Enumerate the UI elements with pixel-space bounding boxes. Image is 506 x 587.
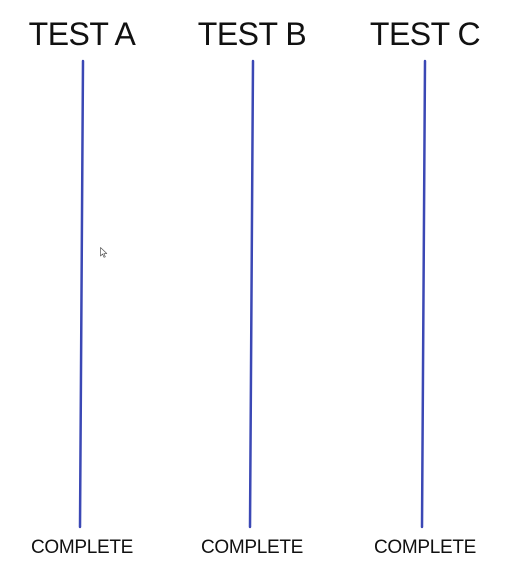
test-a-timeline-line <box>78 59 85 529</box>
test-b-column: TEST B COMPLETE <box>172 0 332 587</box>
test-c-complete-label: COMPLETE <box>373 537 477 558</box>
test-b-title: TEST B <box>197 16 307 52</box>
test-a-column: TEST A COMPLETE <box>2 0 162 587</box>
test-b-timeline-line <box>248 59 255 529</box>
test-a-complete-label: COMPLETE <box>30 537 134 558</box>
test-b-complete-label: COMPLETE <box>200 537 304 558</box>
test-a-title: TEST A <box>28 16 136 52</box>
test-c-timeline-line <box>420 59 427 529</box>
test-c-column: TEST C COMPLETE <box>345 0 505 587</box>
test-c-title: TEST C <box>369 16 481 52</box>
